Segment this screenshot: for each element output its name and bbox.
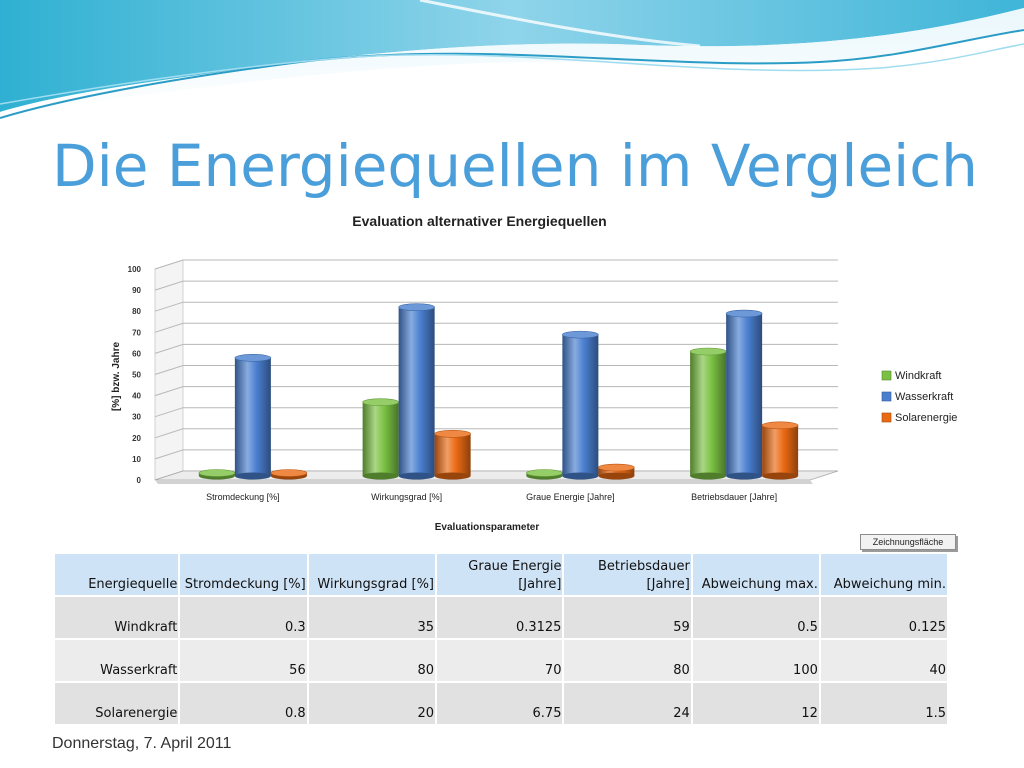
y-tick-label: 50 (132, 371, 141, 380)
chart-panel: Evaluation alternativer Energiequellen 0… (92, 207, 988, 552)
plot-area-tab: Zeichnungsfläche (860, 534, 956, 550)
table-row: Windkraft 0.3 35 0.3125 59 0.5 0.125 (55, 597, 947, 638)
y-tick-label: 70 (132, 328, 141, 337)
bar-wasserkraft-3 (562, 330, 599, 480)
y-tick-label: 80 (132, 307, 141, 316)
legend-item-solarenergie: Solarenergie (881, 412, 957, 424)
y-tick-label: 60 (132, 349, 141, 358)
x-axis-title: Evaluationsparameter (435, 522, 540, 533)
x-tick-label: Betriebsdauer [Jahre] (691, 492, 777, 502)
y-tick-label: 90 (132, 286, 141, 295)
gridline (154, 449, 838, 460)
table-cell: 0.3 (180, 597, 307, 638)
bar-windkraft-1 (198, 469, 236, 480)
y-axis-title: [%] bzw. Jahre (111, 342, 122, 412)
gridline (154, 301, 838, 312)
chart-floor-edge (155, 480, 813, 484)
bar-chart-3d: 0 10 20 30 40 50 60 70 80 90 100 [%] bzw. Jahre Stro… (111, 259, 957, 533)
y-tick-label: 0 (137, 476, 142, 485)
table-header-abweichung-max: Abweichung max. (692, 554, 819, 595)
table-cell: 35 (308, 597, 436, 638)
table-cell: 100 (692, 640, 819, 681)
table-header-abweichung-min: Abweichung min. (820, 554, 947, 595)
legend-item-windkraft: Windkraft (881, 370, 941, 382)
y-tick-label: 100 (128, 265, 142, 274)
x-tick-label: Stromdeckung [%] (206, 492, 280, 502)
y-tick-label: 40 (132, 392, 141, 401)
footer-date: Donnerstag, 7. April 2011 (52, 735, 232, 752)
table-row: Wasserkraft 56 80 70 80 100 40 (55, 640, 947, 681)
bar-wasserkraft-2 (398, 303, 435, 480)
bar-windkraft-4 (689, 347, 727, 480)
table-header-row: Energiequelle Stromdeckung [%] Wirkungsg… (55, 554, 947, 595)
bar-wasserkraft-1 (234, 354, 272, 480)
table-cell: 56 (180, 640, 307, 681)
legend-label: Wasserkraft (895, 391, 953, 403)
table-cell: Windkraft (55, 597, 179, 638)
bar-solarenergie-3 (598, 463, 635, 480)
x-tick-label: Graue Energie [Jahre] (526, 492, 615, 502)
gridline (154, 386, 838, 397)
bar-solarenergie-2 (434, 430, 471, 480)
table-header-wirkungsgrad: Wirkungsgrad [%] (308, 554, 436, 595)
table-cell: 70 (437, 640, 563, 681)
gridline (154, 343, 838, 354)
table-header-energiequelle: Energiequelle (55, 554, 179, 595)
data-table: Energiequelle Stromdeckung [%] Wirkungsg… (53, 552, 949, 726)
table-header-graue-energie: Graue Energie [Jahre] (437, 554, 563, 595)
table-cell: 0.3125 (437, 597, 563, 638)
x-tick-label: Wirkungsgrad [%] (371, 492, 442, 502)
table-cell: 0.5 (692, 597, 819, 638)
table-cell: 59 (564, 597, 691, 638)
legend-item-wasserkraft: Wasserkraft (881, 391, 953, 403)
table-cell: 0.8 (180, 683, 307, 724)
gridline (154, 259, 838, 270)
table-cell: 1.5 (820, 683, 947, 724)
gridline (154, 407, 838, 418)
table-header-betriebsdauer: Betriebsdauer [Jahre] (564, 554, 691, 595)
chart-title: Evaluation alternativer Energiequellen (352, 213, 607, 229)
table-cell: Solarenergie (55, 683, 179, 724)
y-tick-label: 10 (132, 455, 141, 464)
bar-windkraft-3 (526, 469, 563, 480)
table-cell: 80 (308, 640, 436, 681)
slide-title: Die Energiequellen im Vergleich (52, 132, 978, 200)
legend-label: Windkraft (895, 370, 941, 382)
bar-windkraft-2 (362, 398, 399, 480)
table-cell: 12 (692, 683, 819, 724)
bar-solarenergie-4 (761, 421, 799, 480)
table-header-stromdeckung: Stromdeckung [%] (180, 554, 307, 595)
header-wave-decoration (0, 0, 1024, 130)
gridline (154, 280, 838, 291)
legend-label: Solarenergie (895, 412, 957, 424)
table-cell: Wasserkraft (55, 640, 179, 681)
y-tick-label: 20 (132, 434, 141, 443)
bar-solarenergie-1 (270, 469, 308, 480)
table-row: Solarenergie 0.8 20 6.75 24 12 1.5 (55, 683, 947, 724)
table-cell: 6.75 (437, 683, 563, 724)
table-cell: 40 (820, 640, 947, 681)
gridline (154, 428, 838, 439)
table-cell: 0.125 (820, 597, 947, 638)
table-cell: 24 (564, 683, 691, 724)
bar-wasserkraft-4 (725, 309, 763, 480)
table-cell: 80 (564, 640, 691, 681)
table-cell: 20 (308, 683, 436, 724)
y-tick-label: 30 (132, 413, 141, 422)
gridline (154, 365, 838, 375)
gridline (154, 322, 838, 333)
